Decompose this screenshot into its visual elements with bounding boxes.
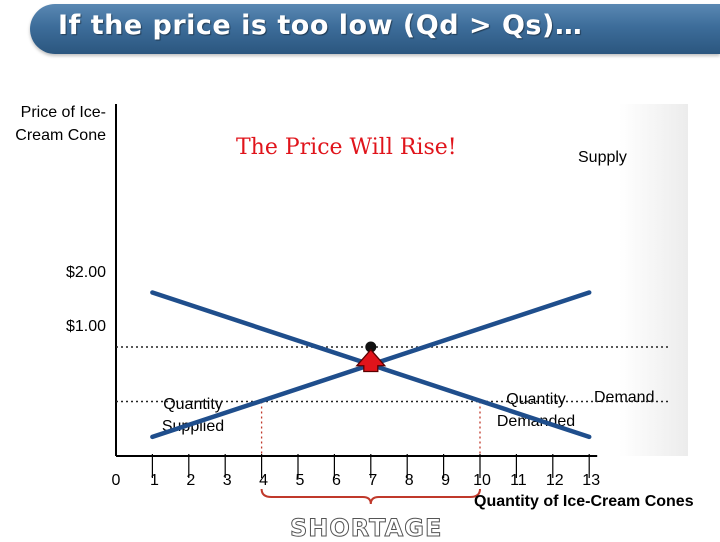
shortage-label: SHORTAGE <box>289 514 443 542</box>
shortage-bracket <box>260 488 481 505</box>
x-tick-label-13: 13 <box>582 472 600 489</box>
x-tick-label-9: 9 <box>441 472 450 489</box>
x-tick-label-1: 1 <box>150 472 159 489</box>
y-axis-label: Price of Ice-Cream Cone <box>15 104 106 144</box>
supply-curve-label: Supply <box>578 149 627 166</box>
price-rise-banner: The Price Will Rise! <box>236 135 457 160</box>
x-tick-label-8: 8 <box>405 472 414 489</box>
plot-area <box>116 104 688 456</box>
slide-title: If the price is too low (Qd > Qs)… <box>58 10 583 41</box>
equilibrium-point <box>365 341 377 353</box>
title-bar <box>30 4 720 54</box>
x-tick-label-2: 2 <box>186 472 195 489</box>
x-tick-label-7: 7 <box>368 472 377 489</box>
x-tick-label-3: 3 <box>223 472 232 489</box>
x-tick-label-0: 0 <box>112 472 121 489</box>
x-tick-label-5: 5 <box>296 472 305 489</box>
demand-curve-label: Demand <box>594 389 655 406</box>
x-tick-label-11: 11 <box>510 472 527 489</box>
x-tick-label-10: 10 <box>473 472 491 489</box>
x-tick-label-4: 4 <box>259 472 268 489</box>
y-tick-label-2: $2.00 <box>66 264 107 281</box>
x-axis-label: Quantity of Ice-Cream Cones <box>474 493 694 510</box>
x-tick-label-6: 6 <box>332 472 341 489</box>
x-tick-label-12: 12 <box>546 472 564 489</box>
price-rise-arrow <box>355 348 387 373</box>
y-tick-label-1: $1.00 <box>66 318 107 335</box>
